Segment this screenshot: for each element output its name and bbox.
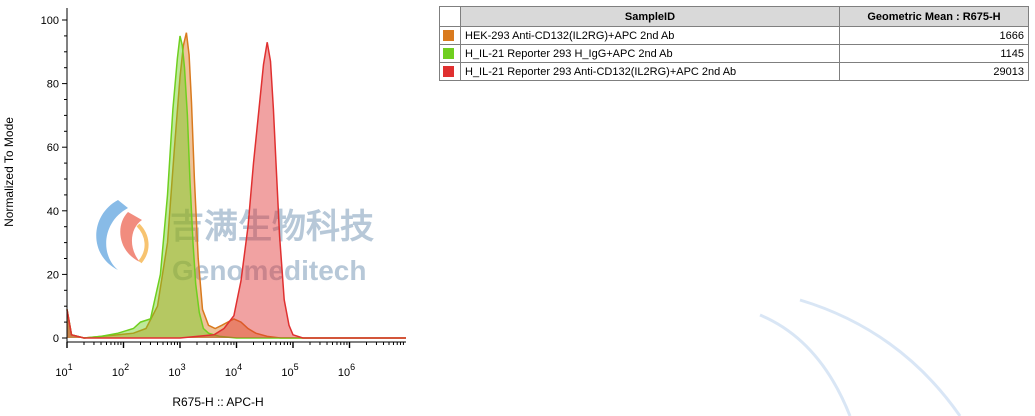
y-tick-label: 100 [41,15,59,27]
legend-row: HEK-293 Anti-CD132(IL2RG)+APC 2nd Ab 166… [439,26,1029,45]
legend-swatch-cell [439,26,461,45]
x-tick-label: 103 [168,362,185,379]
y-tick-label: 0 [53,333,59,345]
legend-row: H_IL-21 Reporter 293 Anti-CD132(IL2RG)+A… [439,62,1029,81]
legend-swatch-orange [443,30,454,42]
legend-geomean-value: 1666 [839,26,1029,45]
series-il21-igg-area [67,35,406,339]
watermark-logo [96,200,149,270]
legend-table: SampleID Geometric Mean : R675-H HEK-293… [439,6,1029,81]
y-tick-label: 40 [47,206,59,218]
x-tick-label: 106 [338,362,355,379]
series-layer [66,32,406,339]
x-tick-label: 102 [112,362,129,379]
y-tick-label: 80 [47,79,59,91]
legend-sample-name: H_IL-21 Reporter 293 H_IgG+APC 2nd Ab [460,44,840,63]
legend-header-row: SampleID Geometric Mean : R675-H [439,6,1029,27]
legend-swatch-cell [439,62,461,81]
legend-header-sampleid: SampleID [460,6,840,27]
legend-sample-name: H_IL-21 Reporter 293 Anti-CD132(IL2RG)+A… [460,62,840,81]
legend-swatch-green [443,48,454,60]
x-axis: 101 102 103 104 105 106 [55,342,404,379]
y-tick-label: 20 [47,269,59,281]
x-tick-label: 101 [55,362,72,379]
y-axis: 0 20 40 60 80 100 [41,15,67,345]
legend-swatch-cell [439,44,461,63]
plot-area: 0 20 40 60 80 100 101 102 103 104 105 106 [41,8,406,379]
x-axis-label: R675-H :: APC-H [172,395,263,409]
legend-header-blank [439,6,461,27]
x-tick-label: 104 [225,362,242,379]
x-tick-label: 105 [281,362,298,379]
series-hek293-anti-cd132-area [67,32,406,338]
series-il21-igg-line [66,35,406,339]
series-hek293-anti-cd132-line [66,32,406,339]
legend-header-geomean: Geometric Mean : R675-H [839,6,1029,27]
legend-row: H_IL-21 Reporter 293 H_IgG+APC 2nd Ab 11… [439,44,1029,63]
series-il21-anti-cd132-line [66,42,406,339]
watermark-english-text: Genomeditech [172,255,366,286]
legend-swatch-red [443,66,454,78]
y-tick-label: 60 [47,142,59,154]
watermark-arcs [759,298,962,416]
legend-geomean-value: 29013 [839,62,1029,81]
series-il21-anti-cd132-area [67,42,406,339]
legend-sample-name: HEK-293 Anti-CD132(IL2RG)+APC 2nd Ab [460,26,840,45]
y-axis-label: Normalized To Mode [2,117,16,227]
legend-geomean-value: 1145 [839,44,1029,63]
watermark-chinese-text: 吉满生物科技 [170,207,374,247]
